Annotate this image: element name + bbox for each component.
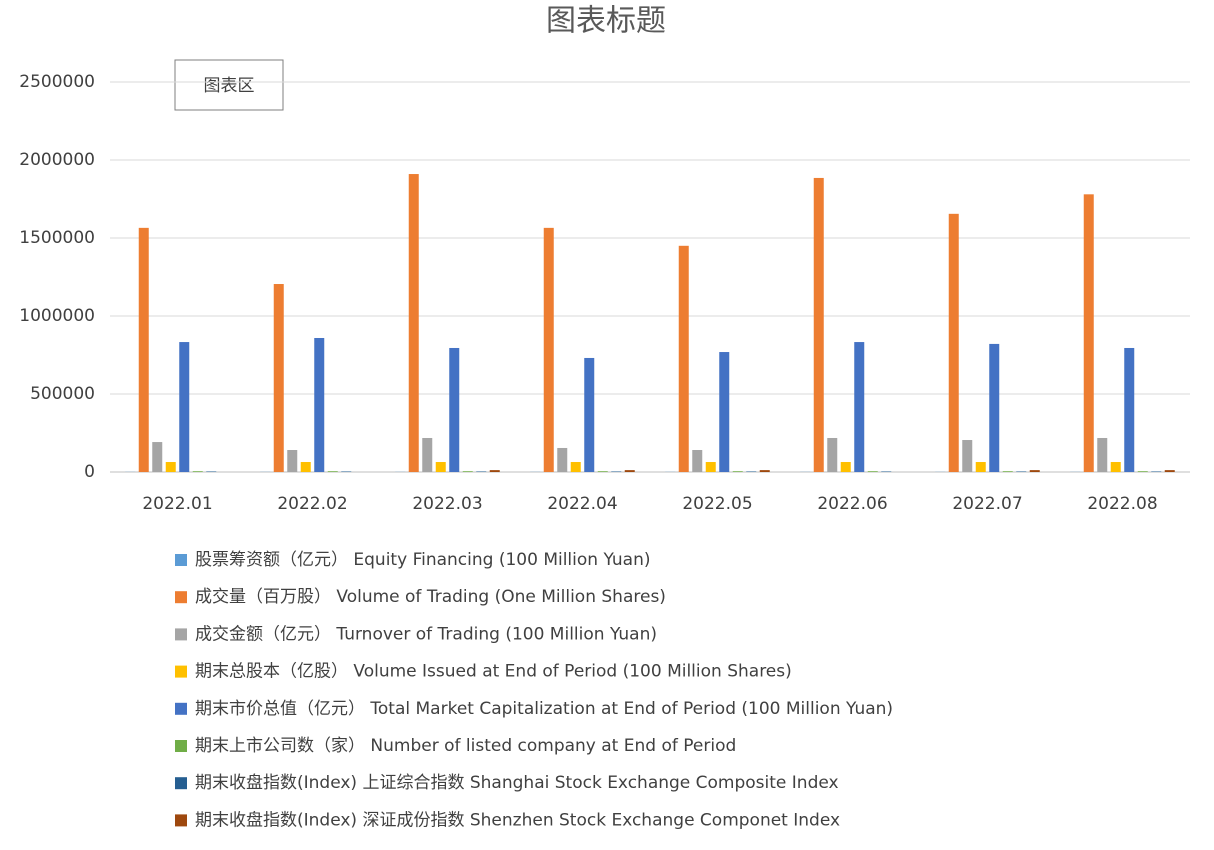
bar	[273, 284, 284, 472]
legend-swatch	[175, 702, 187, 715]
legend-label: 期末市价总值（亿元） Total Market Capitalization a…	[195, 699, 893, 719]
legend-label: 期末总股本（亿股） Volume Issued at End of Period…	[195, 662, 792, 682]
bar	[1137, 471, 1148, 472]
y-tick-label: 2000000	[19, 150, 95, 170]
bar	[476, 471, 487, 472]
legend-label: 期末收盘指数(Index) 上证综合指数 Shanghai Stock Exch…	[195, 773, 839, 793]
legend-swatch	[175, 591, 187, 604]
bar	[1124, 347, 1135, 472]
bar	[408, 174, 419, 473]
x-tick-label: 2022.05	[682, 494, 752, 514]
bar	[1002, 471, 1013, 472]
bar	[206, 471, 217, 472]
bar	[597, 471, 608, 472]
bar	[422, 437, 433, 472]
bar	[611, 471, 622, 472]
legend-swatch	[175, 628, 187, 641]
bar	[1110, 462, 1121, 472]
bar	[948, 213, 959, 472]
x-tick-label: 2022.02	[277, 494, 347, 514]
y-tick-label: 1500000	[19, 228, 95, 248]
x-tick-label: 2022.04	[547, 494, 617, 514]
legend-label: 期末收盘指数(Index) 深证成份指数 Shenzhen Stock Exch…	[195, 810, 840, 830]
bar	[192, 471, 203, 472]
bar	[165, 462, 176, 472]
bar	[489, 470, 500, 472]
bar	[1016, 471, 1027, 472]
bar	[624, 470, 635, 472]
bar	[989, 343, 1000, 472]
bar	[975, 462, 986, 472]
x-tick-label: 2022.03	[412, 494, 482, 514]
bar	[179, 342, 190, 472]
y-tick-label: 1000000	[19, 306, 95, 326]
legend-label: 期末上市公司数（家） Number of listed company at E…	[195, 736, 736, 756]
legend-label: 成交金额（亿元） Turnover of Trading (100 Millio…	[195, 624, 657, 644]
legend-label: 股票筹资额（亿元） Equity Financing (100 Million …	[195, 550, 651, 570]
bar	[1083, 194, 1094, 472]
bar	[1097, 437, 1108, 472]
bar	[543, 227, 554, 472]
x-tick-label: 2022.07	[952, 494, 1022, 514]
bar	[1029, 470, 1040, 472]
bar	[1164, 470, 1175, 472]
x-tick-label: 2022.06	[817, 494, 887, 514]
bar	[867, 471, 878, 472]
legend-swatch	[175, 740, 187, 752]
bar	[746, 471, 757, 472]
bar	[152, 442, 163, 472]
bar	[692, 450, 703, 472]
bar	[813, 177, 824, 472]
bar	[138, 227, 149, 472]
bar	[678, 245, 689, 472]
bar	[962, 440, 973, 472]
bar	[827, 437, 838, 472]
legend-swatch	[175, 814, 187, 827]
legend-label: 成交量（百万股） Volume of Trading (One Million …	[195, 587, 666, 607]
bar	[462, 471, 473, 472]
chart-title: 图表标题	[546, 4, 666, 39]
y-tick-label: 2500000	[19, 72, 95, 92]
bar	[287, 450, 298, 472]
bar	[570, 462, 581, 472]
bar	[732, 471, 743, 472]
bar	[300, 462, 311, 472]
annotation-box	[174, 59, 284, 111]
bar	[584, 357, 595, 472]
legend-swatch	[175, 554, 187, 566]
bar	[705, 462, 716, 472]
legend-swatch	[175, 777, 187, 790]
bar	[341, 471, 352, 472]
bar	[1151, 471, 1162, 472]
y-tick-label: 500000	[30, 384, 95, 404]
bar	[881, 471, 892, 472]
bar	[557, 447, 568, 472]
bar	[719, 352, 730, 472]
y-tick-label: 0	[84, 462, 95, 482]
bar	[759, 470, 770, 472]
bar	[449, 347, 460, 472]
bar	[327, 471, 338, 472]
annotation: 图表区	[204, 76, 255, 96]
bar	[840, 462, 851, 472]
bar	[314, 337, 325, 472]
bar	[854, 342, 865, 472]
x-tick-label: 2022.01	[142, 494, 212, 514]
x-tick-label: 2022.08	[1087, 494, 1157, 514]
legend-swatch	[175, 665, 187, 678]
bar	[435, 462, 446, 472]
